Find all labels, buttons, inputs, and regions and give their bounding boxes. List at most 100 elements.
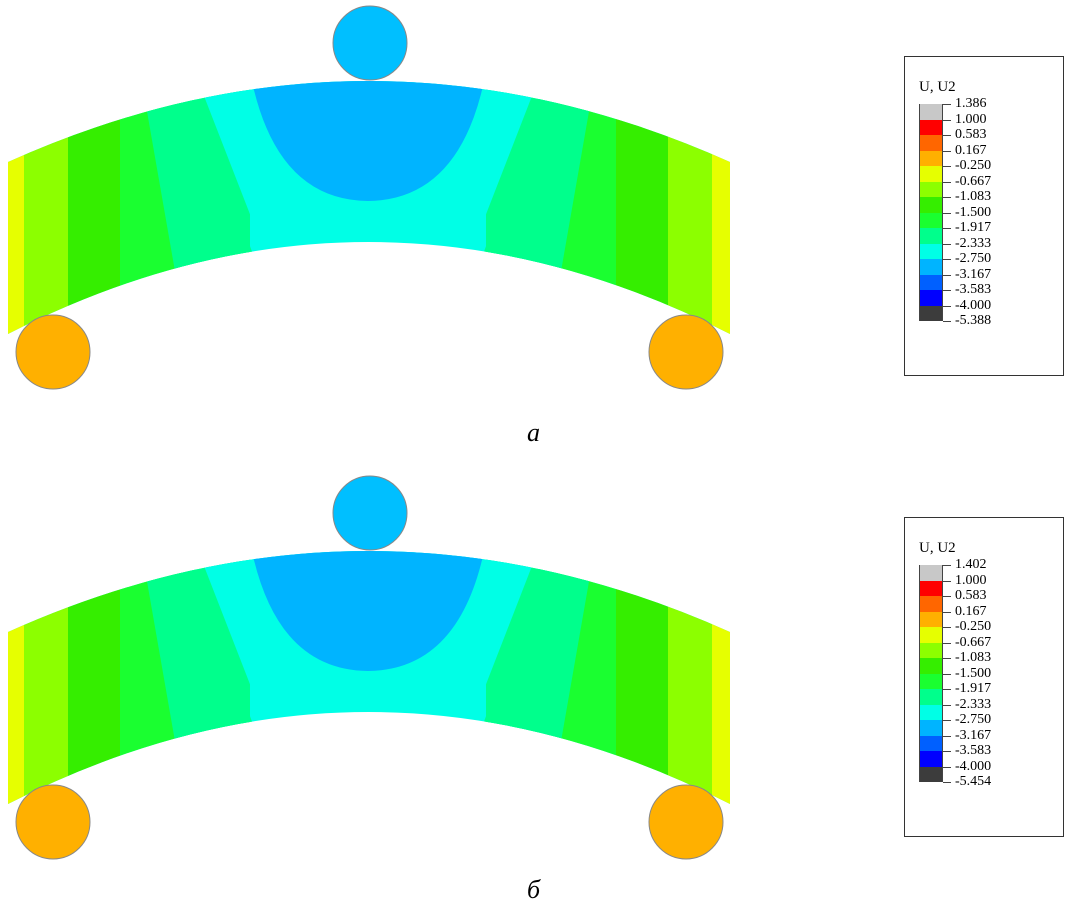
contour-band [68, 551, 120, 804]
contour-legend-a: U, U2 1.386 1.000 0.583 0.167 -0.250 -0.667 -1… [904, 56, 1064, 376]
legend-value-label: -2.750 [955, 712, 992, 727]
legend-swatch [919, 259, 943, 275]
load-roller [332, 475, 408, 551]
contour-band-blue [248, 81, 488, 201]
legend-value-label: -3.167 [955, 266, 992, 282]
legend-value-label: -2.333 [955, 235, 992, 251]
legend-tick [943, 673, 951, 675]
legend-value-label: 1.402 [955, 557, 987, 572]
contour-band [145, 551, 255, 770]
legend-tick [943, 720, 951, 721]
left-support-roller [15, 314, 91, 390]
legend-value-label: -0.250 [955, 158, 992, 173]
legend-value-label: -0.667 [955, 173, 992, 189]
legend-swatch [919, 181, 943, 197]
legend-swatch [919, 642, 943, 658]
legend-value-label: -5.388 [955, 313, 992, 328]
contour-band [616, 551, 668, 804]
legend-tick [943, 259, 951, 260]
legend-swatch [919, 704, 943, 720]
legend-tick [943, 197, 951, 198]
legend-swatch [919, 274, 943, 290]
legend-tick [943, 611, 951, 613]
legend-value-label: -0.250 [955, 619, 992, 634]
legend-tick [943, 642, 951, 644]
legend-swatch [919, 290, 943, 306]
legend-value-label: -3.583 [955, 282, 992, 297]
legend-swatch [919, 243, 943, 259]
load-roller [332, 5, 408, 81]
legend-tick [943, 305, 951, 307]
contour-band [8, 81, 24, 334]
contour-band [24, 551, 68, 804]
legend-swatch [919, 673, 943, 689]
legend-tick [943, 290, 951, 291]
legend-tick [943, 243, 951, 245]
contour-band [8, 551, 24, 804]
legend-tick [943, 689, 951, 690]
legend-swatch [919, 627, 943, 643]
legend-value-label: -0.667 [955, 634, 992, 650]
legend-value-label: -1.083 [955, 189, 992, 204]
legend-tick [943, 104, 951, 105]
contour-band [481, 551, 591, 770]
legend-value-label: -2.333 [955, 696, 992, 712]
figure-panel-a: U, U2 1.386 1.000 0.583 0.167 -0.250 -0.667 -1… [0, 0, 1067, 456]
legend-tick [943, 782, 951, 783]
legend-value-label: -3.583 [955, 743, 992, 758]
legend-tick [943, 212, 951, 214]
legend-title-b: U, U2 [919, 540, 956, 556]
legend-tick [943, 228, 951, 229]
legend-swatch [919, 119, 943, 135]
contour-band [668, 81, 712, 334]
legend-tick [943, 704, 951, 706]
legend-tick [943, 166, 951, 167]
contour-band [712, 81, 730, 334]
legend-value-label: -1.500 [955, 665, 992, 681]
contour-band [616, 81, 668, 334]
legend-value-label: -4.000 [955, 758, 992, 774]
legend-value-label: 1.386 [955, 96, 987, 111]
legend-value-label: 1.000 [955, 111, 987, 127]
legend-tick [943, 150, 951, 152]
legend-value-label: -3.167 [955, 727, 992, 743]
legend-value-label: -1.917 [955, 681, 992, 696]
legend-value-label: 1.000 [955, 572, 987, 588]
legend-swatch [919, 658, 943, 674]
right-support-roller [648, 784, 724, 860]
legend-tick [943, 321, 951, 322]
contour-band-blue [248, 551, 488, 671]
legend-swatch [919, 228, 943, 244]
legend-tick [943, 565, 951, 566]
legend-swatch [919, 565, 943, 581]
figure-panel-b: U, U2 1.402 1.000 0.583 0.167 -0.250 -0.667 -1… [0, 470, 1067, 913]
beam-contour-plot-a [8, 5, 730, 390]
legend-swatch [919, 596, 943, 612]
legend-tick [943, 596, 951, 597]
legend-value-label: 0.583 [955, 127, 987, 142]
legend-swatch [919, 766, 943, 782]
left-support-roller [15, 784, 91, 860]
legend-swatch [919, 751, 943, 767]
legend-value-label: -1.500 [955, 204, 992, 220]
contour-band [481, 81, 591, 300]
legend-title-a: U, U2 [919, 79, 956, 95]
panel-label-a: a [527, 418, 540, 447]
legend-swatch [919, 212, 943, 228]
legend-tick [943, 274, 951, 276]
legend-swatch [919, 735, 943, 751]
contour-band [68, 81, 120, 334]
legend-tick [943, 658, 951, 659]
legend-tick [943, 580, 951, 582]
legend-value-label: 0.167 [955, 142, 987, 158]
contour-band [145, 81, 255, 300]
legend-tick [943, 766, 951, 768]
legend-tick [943, 119, 951, 121]
legend-value-label: 0.167 [955, 603, 987, 619]
panel-label-b: б [527, 875, 541, 904]
right-support-roller [648, 314, 724, 390]
legend-swatch [919, 720, 943, 736]
contour-band [668, 551, 712, 804]
legend-value-label: -4.000 [955, 297, 992, 313]
legend-tick [943, 751, 951, 752]
